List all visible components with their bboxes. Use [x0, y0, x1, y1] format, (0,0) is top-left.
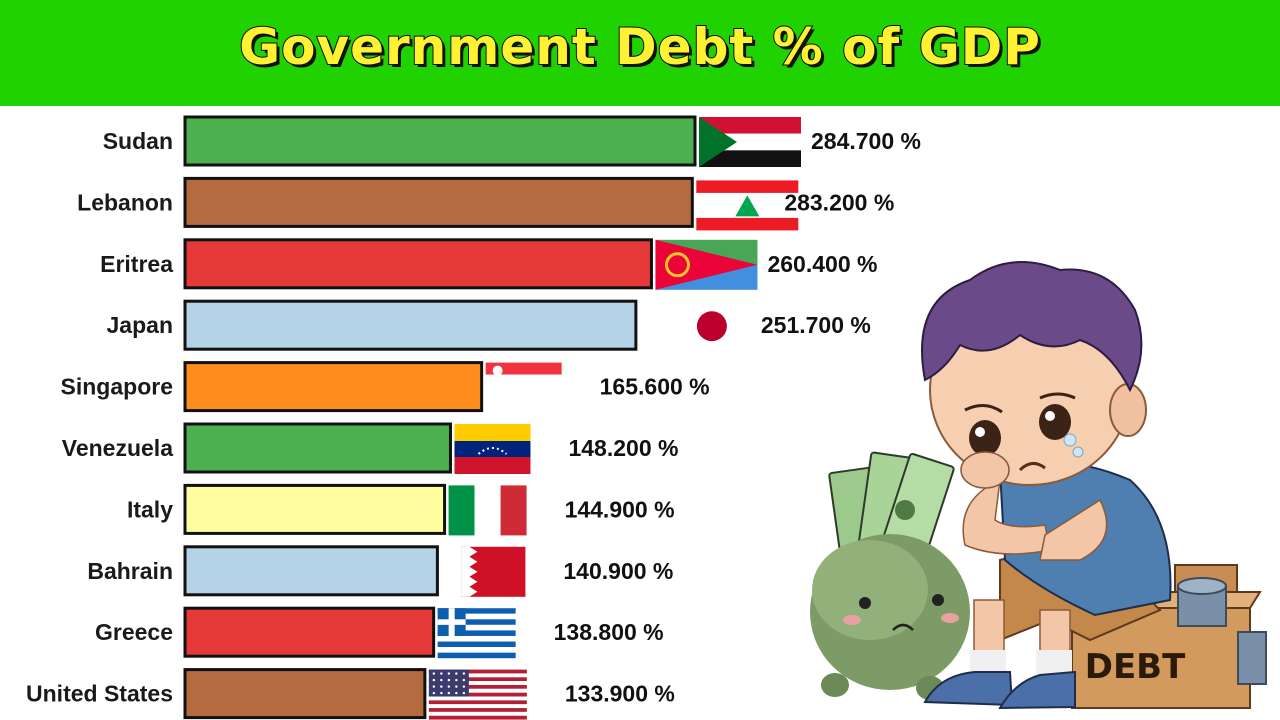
category-label: Greece	[95, 619, 173, 645]
value-label: 283.200 %	[784, 189, 894, 215]
value-label: 144.900 %	[565, 496, 675, 522]
chart-title: Government Debt % of GDP	[238, 17, 1041, 77]
money-bag-creature	[810, 451, 970, 700]
category-label: Venezuela	[62, 435, 173, 461]
united-states-flag-icon	[428, 669, 527, 720]
category-label: Singapore	[61, 374, 173, 400]
bar-venezuela	[183, 422, 452, 474]
bar-japan	[183, 299, 638, 351]
value-label: 260.400 %	[767, 251, 877, 277]
greece-flag-icon	[437, 608, 516, 659]
bar-greece	[183, 606, 436, 658]
category-label: Eritrea	[100, 251, 173, 277]
category-label: Sudan	[103, 128, 173, 154]
category-label: Italy	[127, 496, 173, 522]
bar-bahrain	[183, 545, 439, 597]
coin-stack-icon	[1177, 577, 1267, 685]
bar-italy	[183, 483, 447, 535]
title-banner: Government Debt % of GDP	[0, 0, 1280, 106]
category-label: Lebanon	[77, 189, 173, 215]
debt-box: DEBT	[1071, 564, 1262, 709]
sudan-flag-icon	[699, 117, 801, 167]
value-label: 165.600 %	[600, 374, 710, 400]
singapore-flag-icon	[485, 362, 562, 388]
venezuela-flag-icon	[454, 424, 531, 474]
value-label: 251.700 %	[761, 312, 871, 338]
bar-singapore	[183, 361, 484, 413]
value-label: 148.200 %	[568, 435, 678, 461]
category-label: United States	[26, 681, 173, 707]
eritrea-flag-icon	[655, 239, 758, 290]
lebanon-flag-icon	[696, 180, 799, 231]
value-label: 140.900 %	[563, 558, 673, 584]
category-label: Bahrain	[87, 558, 173, 584]
italy-flag-icon	[448, 485, 527, 536]
bar-united-states	[183, 668, 427, 720]
category-label: Japan	[107, 312, 173, 338]
bahrain-flag-icon	[461, 546, 526, 597]
japan-flag-icon	[660, 301, 763, 352]
sad-boy	[921, 261, 1172, 710]
value-label: 138.800 %	[554, 619, 664, 645]
bar-eritrea	[183, 238, 653, 290]
value-label: 133.900 %	[565, 681, 675, 707]
bar-sudan	[183, 115, 697, 167]
debt-box-label: DEBT	[1085, 647, 1186, 687]
value-label: 284.700 %	[811, 128, 921, 154]
bar-lebanon	[183, 176, 694, 228]
